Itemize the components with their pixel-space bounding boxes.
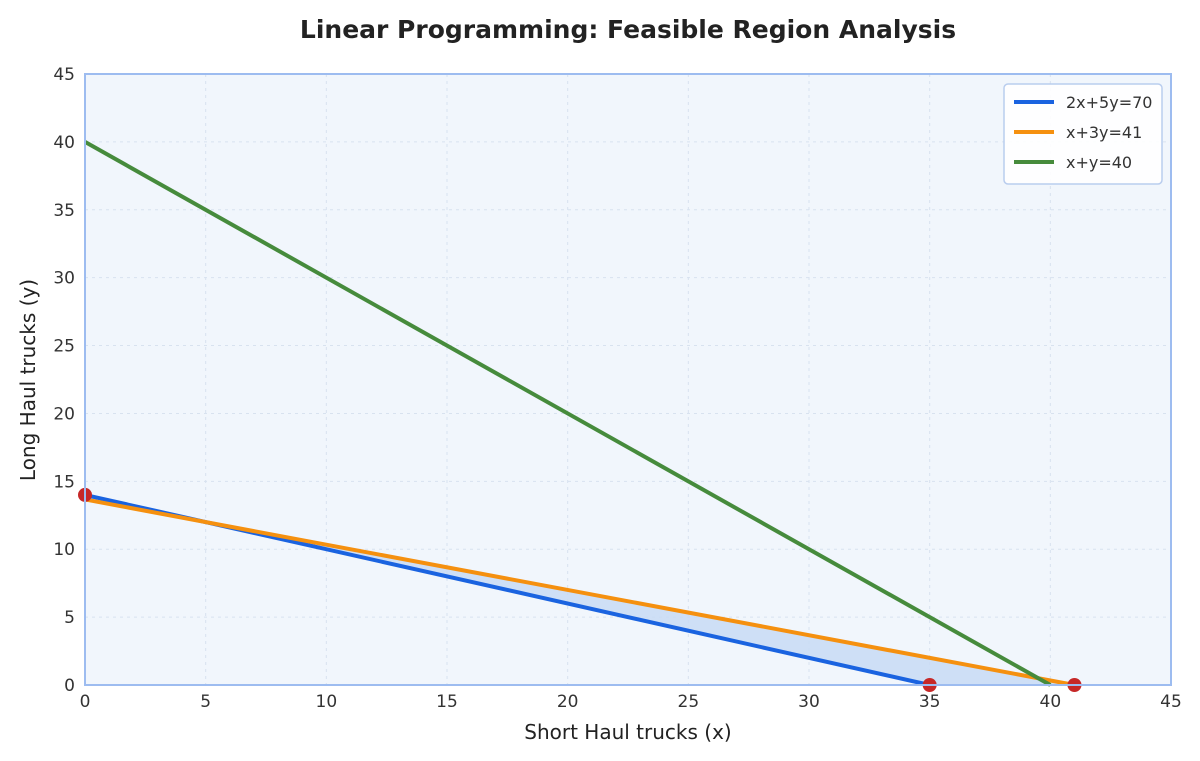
y-axis-label: Long Haul trucks (y) — [16, 279, 40, 481]
y-tick-label: 35 — [53, 201, 75, 221]
x-tick-label: 5 — [200, 692, 211, 712]
series-line — [84, 140, 1052, 687]
x-tick-label: 15 — [436, 692, 458, 712]
x-axis-label: Short Haul trucks (x) — [524, 720, 731, 744]
x-tick-label: 25 — [678, 692, 700, 712]
x-tick-label: 45 — [1160, 692, 1182, 712]
x-axis-ticks: 0 5 10 15 20 25 30 35 40 45 — [80, 692, 1182, 712]
y-tick-label: 30 — [53, 269, 75, 289]
y-tick-label: 0 — [64, 676, 75, 696]
chart-title: Linear Programming: Feasible Region Anal… — [300, 15, 956, 44]
x-tick-label: 0 — [80, 692, 91, 712]
y-tick-label: 10 — [53, 540, 75, 560]
x-tick-label: 40 — [1040, 692, 1062, 712]
series-layer — [84, 140, 1075, 687]
x-tick-label: 20 — [557, 692, 579, 712]
legend-label: 2x+5y=70 — [1066, 93, 1152, 112]
y-tick-label: 45 — [53, 65, 75, 85]
plot-area — [85, 74, 1171, 685]
x-tick-label: 10 — [316, 692, 338, 712]
y-tick-label: 25 — [53, 337, 75, 357]
y-tick-label: 40 — [53, 133, 75, 153]
plot-frame — [84, 73, 1172, 686]
y-tick-label: 20 — [53, 404, 75, 424]
legend: 2x+5y=70 x+3y=41 x+y=40 — [1003, 83, 1163, 185]
series-line — [84, 497, 1075, 687]
y-tick-label: 15 — [53, 472, 75, 492]
legend-label: x+3y=41 — [1066, 123, 1142, 142]
y-axis-ticks: 0 5 10 15 20 25 30 35 40 45 — [53, 65, 75, 696]
legend-box — [1003, 83, 1163, 185]
y-tick-label: 5 — [64, 608, 75, 628]
legend-label: x+y=40 — [1066, 153, 1132, 172]
x-tick-label: 35 — [919, 692, 941, 712]
x-tick-label: 30 — [798, 692, 820, 712]
